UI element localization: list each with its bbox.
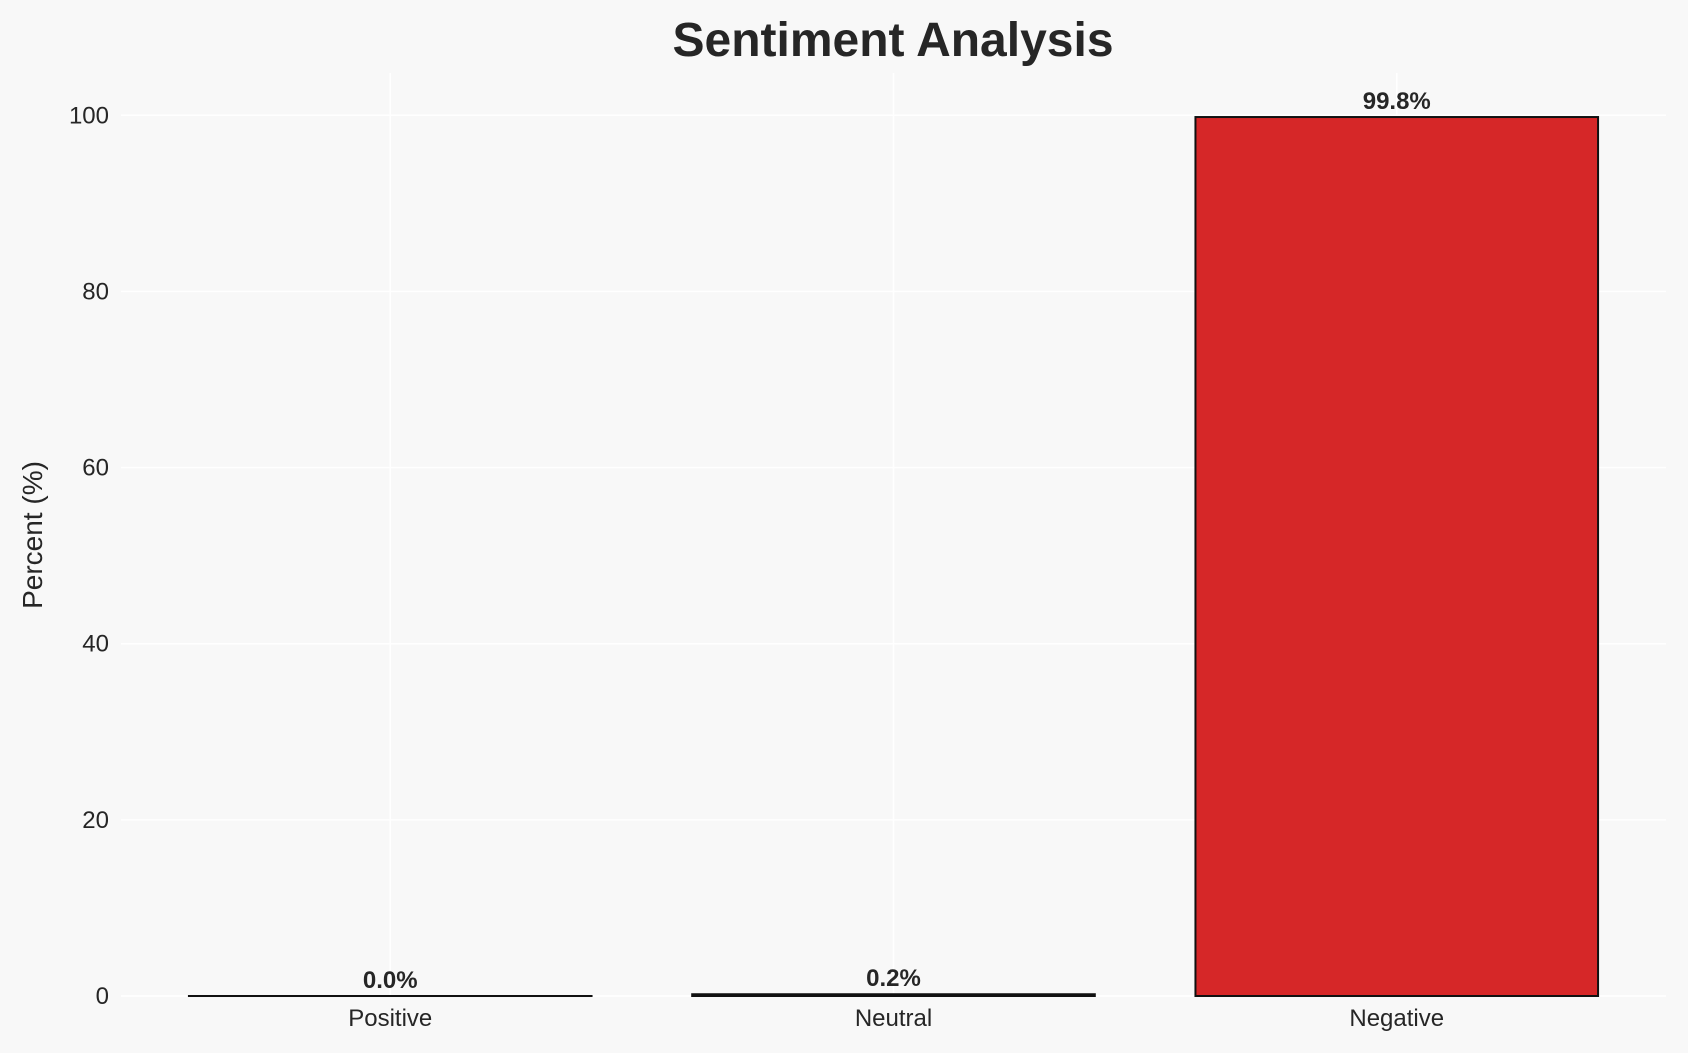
bar-negative xyxy=(1194,116,1600,998)
data-label-positive: 0.0% xyxy=(363,967,418,994)
chart-title: Sentiment Analysis xyxy=(672,14,1113,67)
x-tick-label: Positive xyxy=(348,1005,432,1032)
y-axis-label: Percent (%) xyxy=(17,461,48,609)
data-label-negative: 99.8% xyxy=(1363,88,1431,115)
x-tick-label: Negative xyxy=(1349,1005,1444,1032)
x-tick-label: Neutral xyxy=(855,1005,932,1032)
y-tick-label: 60 xyxy=(82,455,109,482)
y-tick-label: 80 xyxy=(82,278,109,305)
data-label-neutral: 0.2% xyxy=(866,965,921,992)
y-tick-label: 40 xyxy=(82,631,109,658)
y-tick-label: 0 xyxy=(96,983,109,1010)
y-tick-label: 100 xyxy=(69,102,109,129)
bar-neutral xyxy=(691,993,1096,997)
y-tick-label: 20 xyxy=(82,807,109,834)
